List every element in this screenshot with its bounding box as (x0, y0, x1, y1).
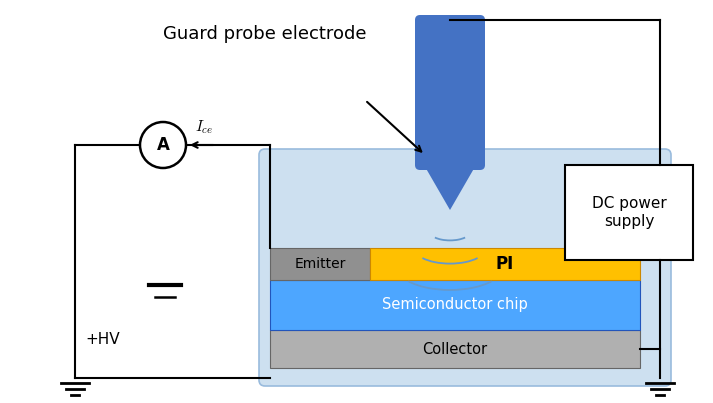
Text: A: A (157, 136, 170, 154)
Bar (270, 330, 640, 368)
Bar (270, 248, 370, 280)
Text: $I_{ce}$: $I_{ce}$ (195, 118, 213, 136)
Text: Semiconductor chip: Semiconductor chip (382, 297, 528, 312)
FancyBboxPatch shape (259, 149, 671, 386)
Text: Collector: Collector (422, 341, 488, 357)
FancyBboxPatch shape (415, 15, 485, 170)
Bar (565, 165, 693, 260)
Polygon shape (424, 165, 476, 210)
Text: PI: PI (496, 255, 514, 273)
Text: Guard probe electrode: Guard probe electrode (163, 25, 366, 43)
Bar (370, 248, 640, 280)
Text: +HV: +HV (85, 332, 120, 347)
Text: Emitter: Emitter (294, 257, 346, 271)
Bar (270, 280, 640, 330)
Circle shape (140, 122, 186, 168)
Text: DC power
supply: DC power supply (592, 196, 667, 229)
